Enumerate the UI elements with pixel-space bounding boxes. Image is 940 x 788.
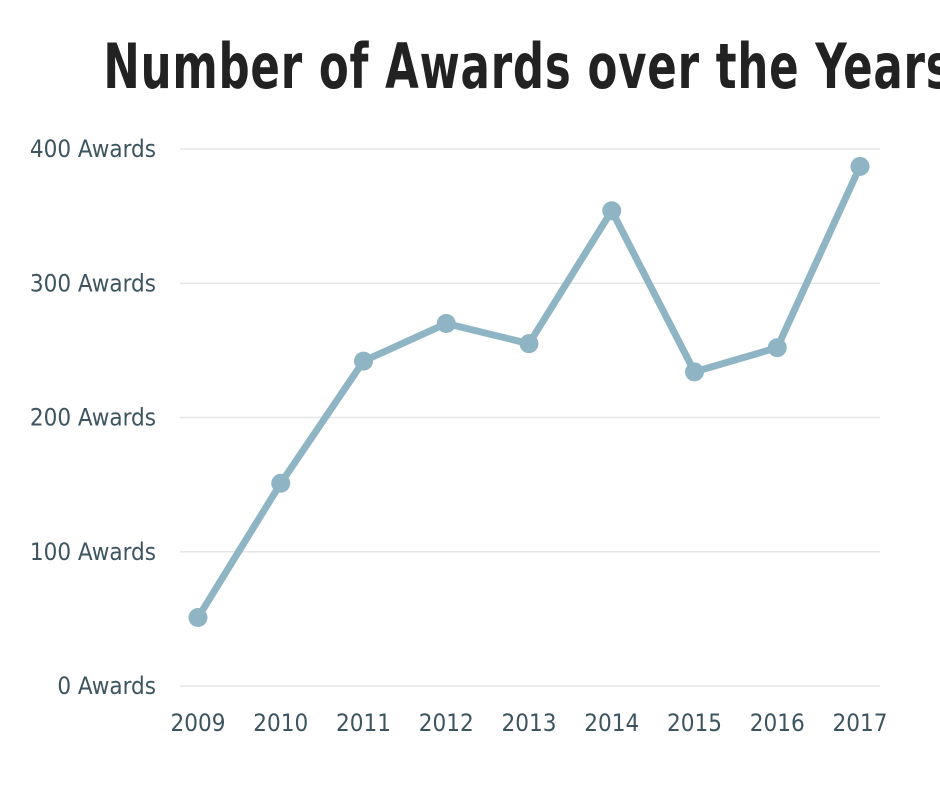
- y-axis-ticks: 0 Awards 100 Awards 200 Awards 300 Awards 40…: [30, 135, 156, 700]
- data-point: [188, 608, 208, 628]
- data-point: [685, 362, 704, 382]
- data-point: [602, 201, 622, 221]
- y-tick-label: 300 Awards: [30, 269, 156, 297]
- x-tick-label: 2013: [502, 709, 557, 737]
- data-point: [850, 156, 870, 176]
- x-tick-label: 2017: [833, 709, 888, 737]
- data-point: [519, 334, 539, 354]
- y-tick-label: 200 Awards: [30, 404, 156, 432]
- data-point: [436, 314, 456, 334]
- chart-title: Number of Awards over the Years: [103, 30, 940, 103]
- x-tick-label: 2009: [171, 709, 226, 737]
- series-group: [188, 156, 870, 628]
- x-tick-label: 2010: [253, 709, 308, 737]
- y-tick-label: 0 Awards: [57, 672, 156, 700]
- data-point: [767, 338, 787, 358]
- x-axis-ticks: 2009 2010 2011 2012 2013 2014 2015 2016 2017: [171, 709, 888, 737]
- x-tick-label: 2015: [667, 709, 722, 737]
- series-line: [194, 162, 864, 622]
- data-point: [354, 351, 373, 371]
- x-tick-label: 2014: [584, 709, 639, 737]
- y-tick-label: 100 Awards: [30, 538, 156, 566]
- data-point: [271, 473, 291, 493]
- y-tick-label: 400 Awards: [30, 135, 156, 163]
- gridlines: [180, 148, 880, 687]
- x-tick-label: 2011: [336, 709, 391, 737]
- x-tick-label: 2012: [419, 709, 474, 737]
- x-tick-label: 2016: [750, 709, 805, 737]
